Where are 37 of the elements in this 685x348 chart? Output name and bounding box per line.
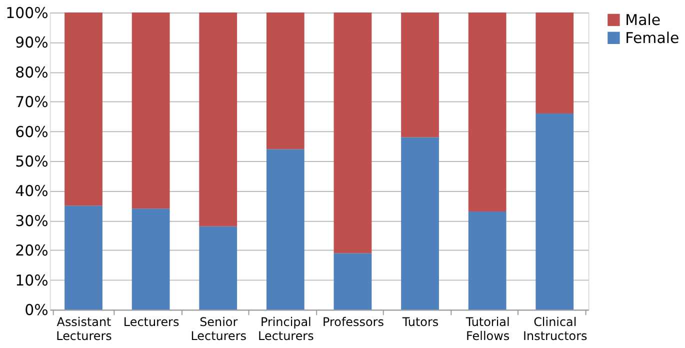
bar — [401, 12, 439, 138]
bar — [334, 253, 372, 310]
x-tick-label: Senior Lecturers — [190, 315, 247, 344]
bar — [199, 12, 238, 226]
x-tick-label: Assistant Lecturers — [56, 315, 112, 344]
bar — [334, 12, 372, 254]
bar — [266, 149, 304, 310]
y-tick-label: 10% — [15, 271, 48, 290]
x-tick-label: Tutorial Fellows — [464, 315, 510, 344]
bar — [401, 137, 439, 310]
bar — [536, 113, 574, 310]
x-tick-label: Lecturers — [123, 315, 180, 330]
y-tick-label: 90% — [15, 34, 48, 52]
x-tick-label: Professors — [322, 315, 384, 330]
x-tick-label: Principal Lecturers — [258, 315, 314, 344]
y-tick-label: 30% — [15, 212, 48, 230]
bar — [468, 12, 506, 212]
bar — [132, 208, 170, 310]
y-tick-label: 0% — [24, 301, 48, 320]
y-tick-label: 70% — [15, 93, 48, 112]
bar — [266, 12, 304, 150]
legend-label: Male — [625, 10, 661, 29]
bar — [468, 212, 506, 310]
y-tick-label: 20% — [15, 242, 48, 260]
y-tick-label: 60% — [15, 122, 48, 141]
bar — [199, 226, 238, 310]
x-tick-label: Tutors — [401, 315, 439, 330]
bar — [536, 12, 574, 114]
y-tick-label: 50% — [15, 152, 48, 171]
y-tick-label: 40% — [15, 182, 48, 200]
bar — [64, 12, 102, 206]
legend-label: Female — [625, 28, 680, 47]
x-tick-label: Clinical Instructors — [523, 315, 588, 344]
y-tick-label: 80% — [15, 63, 48, 82]
bar — [132, 12, 170, 209]
bar — [64, 206, 102, 310]
y-tick-label: 100% — [6, 4, 48, 22]
